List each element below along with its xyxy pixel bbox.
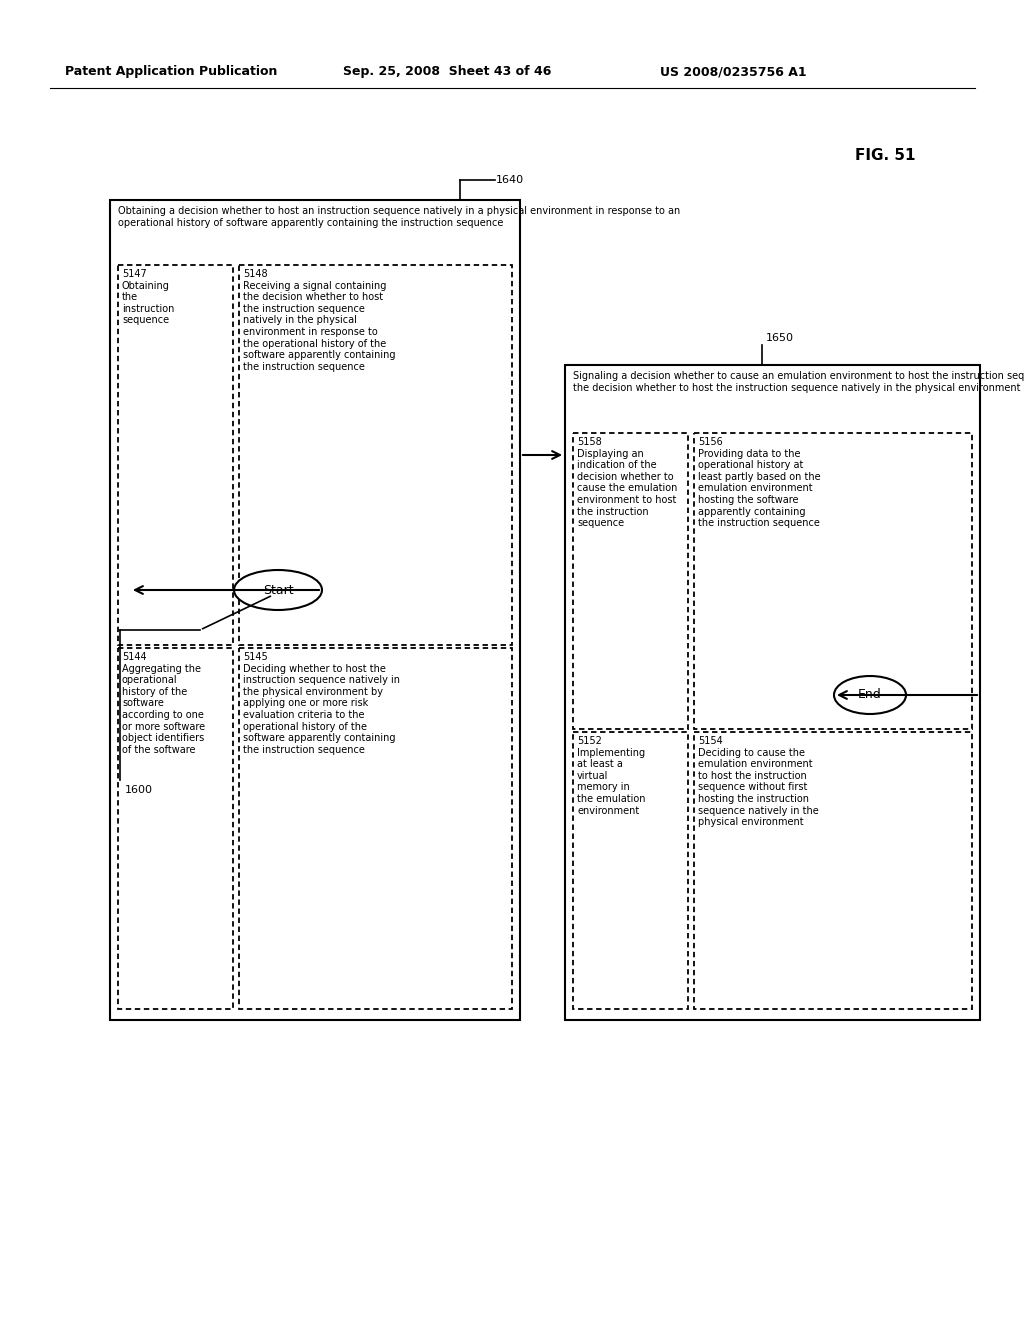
Text: 5156
Providing data to the
operational history at
least partly based on the
emul: 5156 Providing data to the operational h… (698, 437, 820, 528)
Bar (565, 366, 980, 1020)
Text: End: End (858, 689, 882, 701)
Ellipse shape (234, 570, 322, 610)
Text: Signaling a decision whether to cause an emulation environment to host the instr: Signaling a decision whether to cause an… (573, 371, 1024, 392)
Bar (239, 648, 512, 1008)
Text: 5144
Aggregating the
operational
history of the
software
according to one
or mor: 5144 Aggregating the operational history… (122, 652, 205, 755)
Text: FIG. 51: FIG. 51 (855, 148, 915, 162)
Text: 1640: 1640 (496, 176, 524, 185)
Text: 5147
Obtaining
the
instruction
sequence: 5147 Obtaining the instruction sequence (122, 269, 174, 326)
Bar (118, 648, 233, 1008)
Bar (694, 433, 972, 729)
Bar (573, 433, 688, 729)
Bar (694, 733, 972, 1008)
Text: Obtaining a decision whether to host an instruction sequence natively in a physi: Obtaining a decision whether to host an … (118, 206, 680, 227)
Text: 1650: 1650 (766, 333, 794, 343)
Bar (118, 265, 233, 645)
Bar (573, 733, 688, 1008)
Text: 5154
Deciding to cause the
emulation environment
to host the instruction
sequenc: 5154 Deciding to cause the emulation env… (698, 737, 819, 828)
Text: Sep. 25, 2008  Sheet 43 of 46: Sep. 25, 2008 Sheet 43 of 46 (343, 66, 551, 78)
Text: 5158
Displaying an
indication of the
decision whether to
cause the emulation
env: 5158 Displaying an indication of the dec… (577, 437, 677, 528)
Text: Start: Start (263, 583, 293, 597)
Text: US 2008/0235756 A1: US 2008/0235756 A1 (660, 66, 807, 78)
Text: 5145
Deciding whether to host the
instruction sequence natively in
the physical : 5145 Deciding whether to host the instru… (243, 652, 400, 755)
Text: 5152
Implementing
at least a
virtual
memory in
the emulation
environment: 5152 Implementing at least a virtual mem… (577, 737, 645, 816)
Text: 1600: 1600 (125, 785, 153, 795)
Ellipse shape (834, 676, 906, 714)
Bar (239, 265, 512, 645)
Text: 5148
Receiving a signal containing
the decision whether to host
the instruction : 5148 Receiving a signal containing the d… (243, 269, 395, 372)
Bar (110, 201, 520, 1020)
Text: Patent Application Publication: Patent Application Publication (65, 66, 278, 78)
